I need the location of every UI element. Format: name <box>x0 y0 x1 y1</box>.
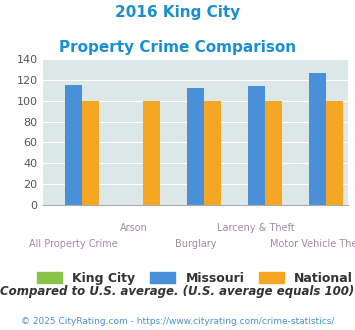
Bar <box>309 73 326 205</box>
Bar <box>143 101 160 205</box>
Text: Arson: Arson <box>120 223 148 233</box>
Bar <box>265 101 282 205</box>
Bar <box>187 88 204 205</box>
Text: Property Crime Comparison: Property Crime Comparison <box>59 40 296 54</box>
Text: All Property Crime: All Property Crime <box>29 239 118 249</box>
Text: © 2025 CityRating.com - https://www.cityrating.com/crime-statistics/: © 2025 CityRating.com - https://www.city… <box>21 317 334 326</box>
Bar <box>326 101 343 205</box>
Legend: King City, Missouri, National: King City, Missouri, National <box>37 272 353 285</box>
Bar <box>82 101 99 205</box>
Text: Compared to U.S. average. (U.S. average equals 100): Compared to U.S. average. (U.S. average … <box>0 285 355 298</box>
Text: Larceny & Theft: Larceny & Theft <box>217 223 295 233</box>
Bar <box>248 86 265 205</box>
Text: Burglary: Burglary <box>175 239 216 249</box>
Bar <box>65 85 82 205</box>
Text: 2016 King City: 2016 King City <box>115 5 240 20</box>
Bar <box>204 101 221 205</box>
Text: Motor Vehicle Theft: Motor Vehicle Theft <box>270 239 355 249</box>
